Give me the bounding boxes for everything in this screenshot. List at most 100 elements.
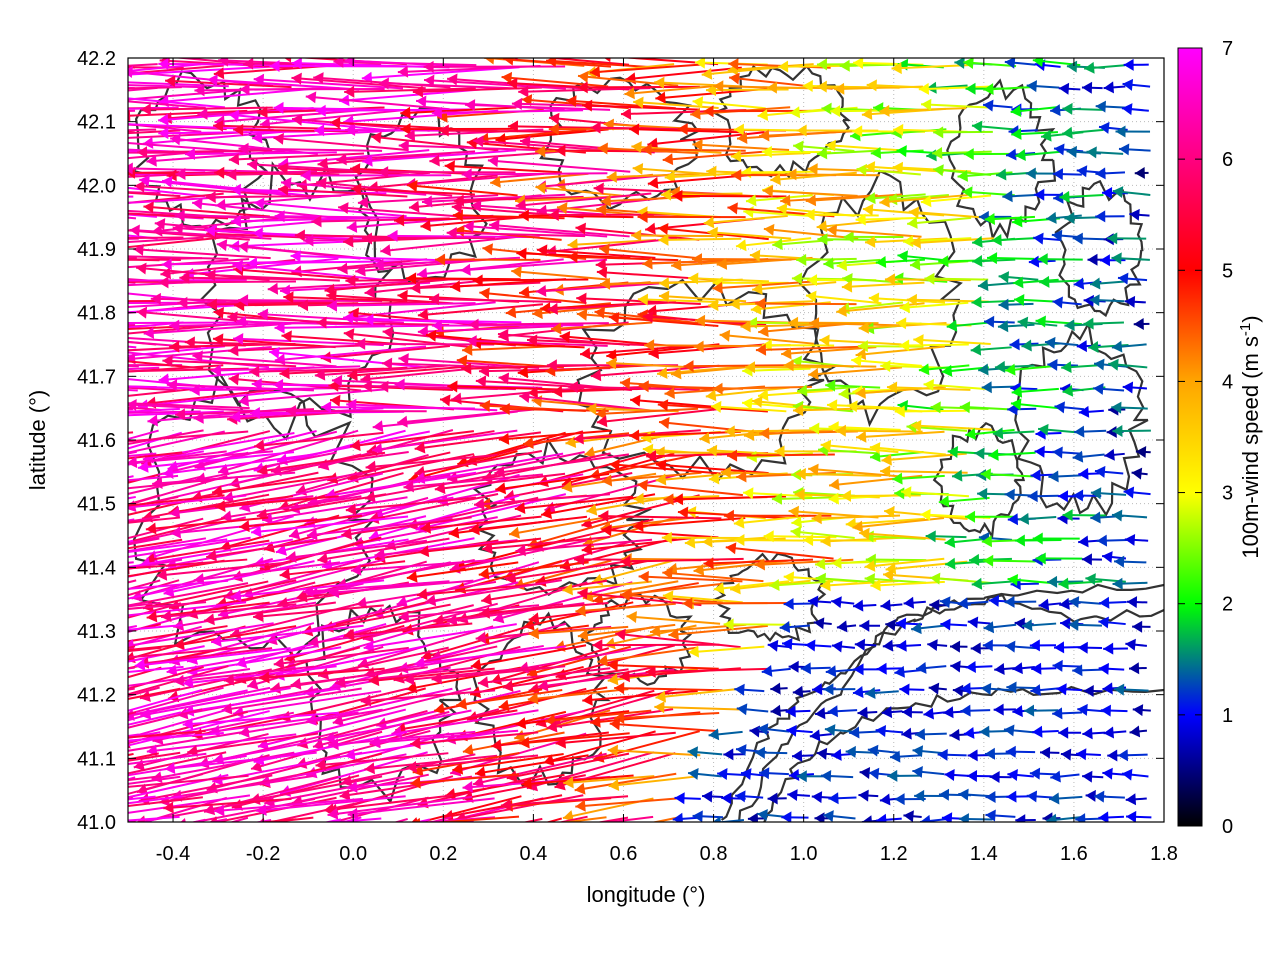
wind-arrow-head <box>1007 573 1019 586</box>
wind-arrow-head <box>882 639 894 652</box>
wind-arrow-head <box>984 315 995 328</box>
wind-arrow-head <box>1107 749 1118 762</box>
wind-arrow <box>624 84 720 100</box>
wind-arrow-head <box>581 829 592 841</box>
wind-arrow-shaft <box>128 88 249 101</box>
wind-arrow <box>998 271 1039 284</box>
wind-arrow-shaft <box>559 816 607 822</box>
wind-arrow-head <box>894 793 905 806</box>
wind-arrow-head <box>609 718 621 731</box>
wind-arrow-shaft <box>363 318 522 324</box>
wind-arrow <box>881 706 903 719</box>
wind-arrow-shaft <box>210 365 361 372</box>
wind-arrow <box>825 665 856 678</box>
wind-arrow-head <box>257 308 269 321</box>
wind-arrow-shaft <box>137 149 273 154</box>
wind-arrow-head <box>253 73 265 86</box>
wind-arrow-head <box>868 767 880 780</box>
wind-arrow <box>128 299 160 303</box>
wind-arrow <box>745 194 813 207</box>
wind-arrow <box>129 224 272 240</box>
wind-arrow-shaft <box>239 514 363 529</box>
wind-arrow <box>960 704 991 717</box>
wind-arrow-head <box>528 627 540 640</box>
wind-arrow-head <box>945 557 956 570</box>
wind-arrow <box>344 85 476 98</box>
wind-arrow-shaft <box>361 66 520 80</box>
wind-arrow-head <box>64 157 74 169</box>
wind-arrow-head <box>920 508 931 521</box>
wind-arrow-shaft <box>880 470 968 474</box>
wind-arrow-shaft <box>213 731 361 762</box>
wind-arrow-head <box>971 577 983 590</box>
wind-arrow-head <box>1090 487 1102 500</box>
wind-arrow <box>864 161 944 174</box>
wind-arrow-head <box>1006 681 1017 694</box>
wind-arrow-shaft <box>360 689 496 703</box>
wind-arrow-head <box>506 770 518 783</box>
wind-arrow-shaft <box>581 536 702 552</box>
wind-arrow-head <box>1088 340 1099 353</box>
wind-arrow-head <box>883 569 894 582</box>
wind-arrow-head <box>343 312 354 325</box>
wind-arrow-shaft <box>128 646 162 653</box>
wind-arrow-shaft <box>397 407 540 424</box>
wind-arrow-head <box>412 85 424 98</box>
wind-arrow <box>468 318 609 331</box>
wind-arrow-head <box>921 98 932 111</box>
wind-arrow-head <box>398 353 409 366</box>
wind-arrow-head <box>326 299 338 312</box>
wind-arrow <box>1034 188 1062 201</box>
wind-arrow-head <box>864 161 876 174</box>
wind-arrow-shaft <box>207 216 361 233</box>
wind-arrow <box>128 129 181 135</box>
wind-arrow-shaft <box>128 686 224 716</box>
wind-arrow-shaft <box>267 280 409 291</box>
wind-arrow-shaft <box>294 234 427 239</box>
wind-arrow-shaft <box>158 130 315 135</box>
wind-arrow-head <box>920 195 932 208</box>
wind-arrow-shaft <box>232 263 386 281</box>
wind-arrow-head <box>214 166 225 179</box>
wind-arrow-head <box>786 168 797 181</box>
wind-arrow-head <box>344 58 355 67</box>
wind-arrow-shaft <box>479 601 609 615</box>
wind-arrow <box>757 389 834 402</box>
wind-arrow-shaft <box>693 559 789 573</box>
wind-arrow-head <box>771 492 783 505</box>
wind-arrow-head <box>825 665 837 678</box>
wind-arrow-shaft <box>793 144 855 153</box>
wind-arrow-head <box>279 568 291 581</box>
wind-arrow-shaft <box>741 170 815 174</box>
wind-arrow <box>1126 596 1148 609</box>
wind-arrow-shaft <box>146 733 297 753</box>
wind-arrow-head <box>788 316 799 329</box>
wind-arrow-head <box>981 535 992 548</box>
wind-arrow-head <box>1024 704 1035 717</box>
wind-arrow <box>128 733 139 738</box>
wind-arrow-shaft <box>544 709 652 723</box>
wind-arrow-head <box>592 593 604 606</box>
wind-arrow-head <box>372 443 383 455</box>
wind-arrow-head <box>213 306 225 319</box>
wind-arrow-head <box>521 777 532 790</box>
wind-arrow-head <box>597 654 609 667</box>
wind-arrow-head <box>146 610 158 623</box>
wind-arrow-head <box>778 60 789 73</box>
wind-arrow-head <box>28 330 39 342</box>
wind-arrow <box>446 451 585 484</box>
wind-arrow-head <box>907 216 918 229</box>
wind-arrow <box>315 752 449 771</box>
wind-arrow-shaft <box>211 475 337 494</box>
wind-arrow <box>894 405 967 418</box>
wind-arrow-shaft <box>128 321 249 325</box>
wind-arrow-head <box>1126 596 1138 609</box>
wind-arrow-shaft <box>857 345 924 348</box>
wind-arrow-shaft <box>214 495 339 508</box>
wind-arrow-head <box>540 302 551 315</box>
wind-arrow-head <box>929 572 941 585</box>
wind-arrow-head <box>1004 58 1016 69</box>
wind-arrow-head <box>416 267 428 280</box>
wind-arrow-head <box>447 471 459 484</box>
wind-arrow-head <box>297 299 309 312</box>
